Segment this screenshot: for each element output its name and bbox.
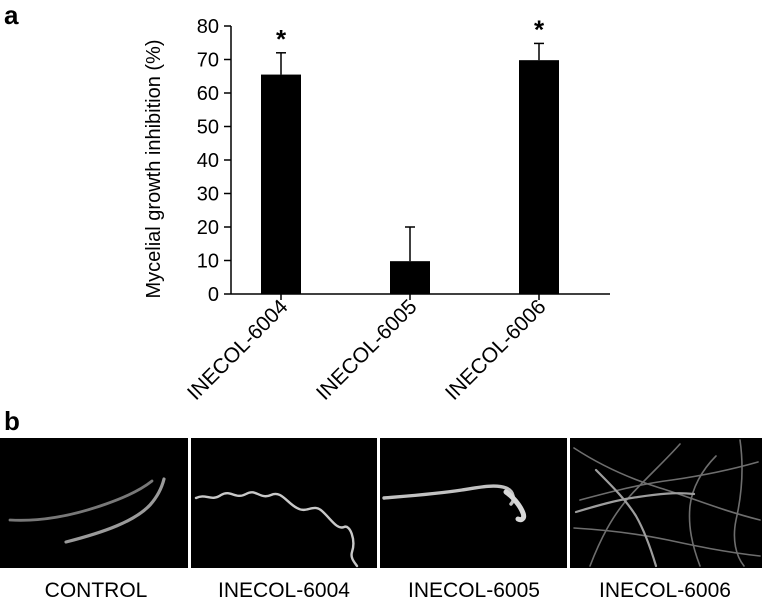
hypha-inecol-6004	[194, 491, 359, 568]
panel-a-label: a	[4, 0, 19, 30]
hypha-inecol-6006-4	[688, 455, 717, 567]
y-axis-label: Mycelial growth inhibition (%)	[143, 40, 165, 299]
panel-b-label: b	[4, 406, 20, 436]
micrograph-inecol-6005	[380, 438, 567, 568]
y-tick-label: 70	[197, 50, 219, 72]
y-tick-label: 0	[208, 284, 219, 306]
y-axis-ticks: 0 10 20 30 40 50 60 70 80	[197, 16, 231, 306]
bars: * *	[261, 14, 559, 300]
micrograph-panel: CONTROL INECOL-6004 INECOL-6005 INECOL-6…	[0, 438, 762, 602]
bar-chart: Mycelial growth inhibition (%) 0 10 20 30 40…	[143, 14, 610, 405]
y-tick-label: 50	[197, 117, 219, 139]
y-tick-label: 80	[197, 16, 219, 38]
x-tick-label: INECOL-6005	[312, 295, 422, 405]
micrograph-divider-2	[377, 438, 380, 568]
hypha-control-2	[8, 479, 154, 522]
y-tick-label: 10	[197, 251, 219, 273]
hypha-inecol-6006-2	[579, 461, 759, 501]
hypha-inecol-6005-tip	[503, 489, 527, 523]
hypha-inecol-6006-5	[573, 527, 761, 557]
y-tick-label: 60	[197, 83, 219, 105]
y-tick-label: 40	[197, 150, 219, 172]
y-tick-label: 30	[197, 184, 219, 206]
x-tick-label: INECOL-6006	[441, 295, 551, 405]
hypha-inecol-6006-7	[574, 492, 696, 514]
x-tick-label: INECOL-6004	[183, 295, 293, 405]
micrograph-control	[0, 438, 188, 568]
x-axis-labels: INECOL-6004 INECOL-6005 INECOL-6006	[183, 295, 551, 405]
caption-inecol-6005: INECOL-6005	[408, 579, 540, 602]
micrograph-divider-1	[188, 438, 191, 568]
micrograph-inecol-6005-background	[380, 438, 567, 568]
bar	[519, 60, 559, 294]
caption-inecol-6006: INECOL-6006	[599, 579, 731, 602]
micrograph-control-background	[0, 438, 188, 568]
significance-marker: *	[534, 14, 545, 44]
micrograph-divider-3	[567, 438, 570, 568]
micrograph-inecol-6004-background	[191, 438, 377, 568]
bar	[261, 74, 301, 294]
caption-control: CONTROL	[45, 579, 148, 602]
bar	[390, 261, 430, 294]
micrograph-inecol-6006	[570, 438, 762, 568]
micrograph-inecol-6004	[191, 438, 377, 568]
y-tick-label: 20	[197, 217, 219, 239]
micrograph-inecol-6006-background	[570, 438, 762, 568]
hypha-inecol-6006-3	[589, 443, 681, 567]
hypha-control-1	[64, 477, 166, 544]
caption-inecol-6004: INECOL-6004	[218, 579, 350, 602]
hypha-inecol-6006-6	[733, 439, 745, 567]
hypha-inecol-6006-1	[573, 447, 761, 521]
hypha-inecol-6006-8	[594, 468, 658, 568]
significance-marker: *	[276, 24, 287, 54]
